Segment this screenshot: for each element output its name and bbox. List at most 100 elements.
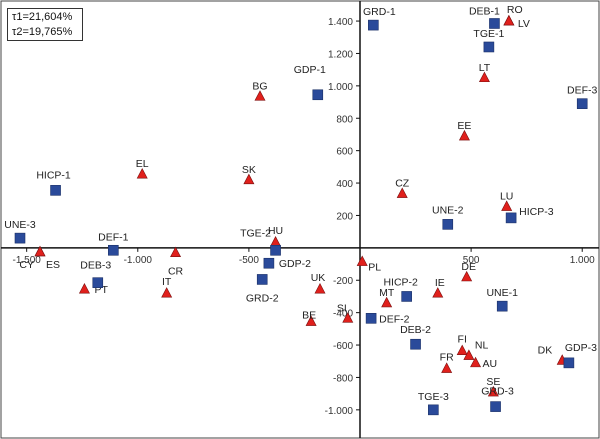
y-tick-label: 1.000: [328, 82, 353, 93]
point-label: NL: [475, 340, 489, 352]
point-label: FR: [440, 352, 454, 364]
point-label: UNE-3: [4, 219, 36, 231]
point-label: GRD-2: [246, 292, 279, 304]
y-tick-label: -1.000: [325, 406, 354, 417]
point-label: LU: [500, 191, 513, 203]
point-label: DEB-1: [469, 5, 500, 17]
point-label: GDP-3: [565, 342, 597, 354]
country-point: [305, 315, 317, 326]
tau2-label: τ2=19,765%: [12, 26, 73, 38]
point-label: DEF-1: [98, 231, 128, 243]
indicator-point: [490, 401, 501, 412]
country-point: [243, 173, 255, 185]
point-label: IT: [162, 276, 172, 288]
country-point: [78, 283, 90, 294]
indicator-point: [14, 232, 26, 244]
indicator-point: [108, 244, 119, 256]
point-label: RO: [507, 4, 523, 16]
x-tick-label: 500: [463, 255, 480, 266]
y-tick-label: -600: [333, 341, 353, 352]
x-tick-label: 1.000: [570, 255, 595, 266]
point-label: DE: [461, 261, 476, 273]
country-point: [161, 287, 173, 298]
country-point: [487, 385, 499, 397]
country-point: [503, 14, 515, 26]
country-point: [381, 296, 393, 308]
country-point: [396, 187, 408, 198]
indicator-point: [92, 277, 104, 288]
point-label: AU: [483, 358, 498, 370]
point-label: TGE-2: [240, 227, 271, 239]
point-label: GRD-1: [363, 6, 396, 18]
country-point: [170, 246, 182, 258]
point-label: MT: [379, 287, 395, 299]
country-point: [461, 270, 473, 282]
indicator-point: [312, 89, 324, 101]
country-point: [463, 349, 475, 360]
indicator-point: [489, 18, 500, 29]
indicator-point: [505, 212, 517, 224]
point-label: IE: [435, 277, 445, 289]
indicator-point: [50, 185, 61, 196]
indicator-point: [263, 257, 275, 269]
y-tick-label: 800: [336, 114, 353, 125]
point-label: DEB-3: [80, 260, 111, 272]
y-tick-label: 200: [336, 211, 353, 222]
indicator-point: [428, 404, 439, 416]
point-label: LV: [518, 18, 530, 30]
point-label: UNE-1: [486, 287, 518, 299]
country-point: [34, 245, 46, 257]
country-point: [458, 129, 470, 141]
point-label: HICP-1: [36, 169, 71, 181]
country-point: [342, 312, 354, 323]
country-point: [441, 362, 453, 373]
country-point: [470, 356, 482, 368]
point-label: DK: [538, 344, 553, 356]
point-label: GDP-1: [294, 64, 326, 76]
point-label: HICP-3: [519, 206, 554, 218]
y-tick-label: -200: [333, 276, 353, 287]
y-tick-label: -400: [333, 309, 353, 320]
indicator-point: [563, 357, 575, 369]
indicator-point: [576, 98, 588, 109]
point-label: GDP-2: [279, 258, 311, 270]
point-label: ES: [46, 259, 60, 271]
point-label: EE: [457, 120, 471, 132]
point-label: LT: [479, 62, 491, 74]
point-label: FI: [458, 334, 467, 346]
y-tick-label: 1.200: [328, 49, 353, 60]
country-point: [254, 90, 266, 101]
point-label: SI: [337, 302, 347, 314]
country-point: [136, 167, 148, 179]
point-label: DEB-2: [400, 324, 431, 336]
y-tick-label: 400: [336, 179, 353, 190]
country-point: [501, 200, 513, 211]
point-label: EL: [136, 158, 149, 170]
indicator-point: [270, 244, 281, 256]
indicator-point: [483, 41, 495, 53]
y-tick-label: 1.400: [328, 17, 353, 28]
country-point: [456, 344, 468, 356]
point-label: PL: [368, 262, 381, 274]
point-label: HU: [268, 225, 283, 237]
point-label: CY: [19, 259, 34, 271]
y-tick-label: 600: [336, 147, 353, 158]
country-point: [432, 287, 444, 298]
y-tick-label: -800: [333, 373, 353, 384]
x-tick-label: -500: [239, 255, 259, 266]
indicator-point: [368, 19, 379, 31]
point-label: DEF-2: [379, 313, 409, 325]
point-label: BE: [302, 310, 316, 322]
point-label: UK: [311, 272, 326, 284]
country-point: [478, 71, 490, 83]
country-point: [356, 255, 368, 266]
point-label: UNE-2: [432, 204, 464, 216]
country-point: [314, 283, 326, 294]
indicator-point: [410, 338, 421, 350]
point-label: GRD-3: [481, 386, 514, 398]
inertia-legend: τ1=21,604% τ2=19,765%: [7, 8, 83, 41]
indicator-point: [256, 274, 268, 285]
indicator-point: [496, 300, 508, 312]
